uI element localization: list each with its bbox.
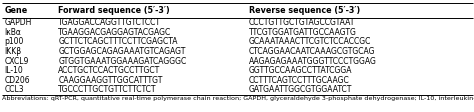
Text: Forward sequence (5′-3′): Forward sequence (5′-3′) — [58, 6, 170, 15]
Text: TTCGTGGATGATTGCCAAGTG: TTCGTGGATGATTGCCAAGTG — [249, 28, 357, 37]
Text: TGAAGGACGAGGAGTACGAGC: TGAAGGACGAGGAGTACGAGC — [58, 28, 172, 37]
Text: IκBα: IκBα — [4, 28, 21, 37]
Text: TGAGGACCAGGTTGTCTCCT: TGAGGACCAGGTTGTCTCCT — [58, 18, 161, 27]
Text: GGTTGCCAAGCCTTATCGGA: GGTTGCCAAGCCTTATCGGA — [249, 66, 353, 75]
Text: CAAGGAAGGTTGGCATTTGT: CAAGGAAGGTTGGCATTTGT — [58, 76, 163, 85]
Text: CXCL9: CXCL9 — [4, 57, 28, 66]
Text: CCL3: CCL3 — [4, 85, 24, 94]
Text: GTGGTGAAATGGAAAGATCAGGGC: GTGGTGAAATGGAAAGATCAGGGC — [58, 57, 187, 66]
Text: Abbreviations: qRT-PCR, quantitative real-time polymerase chain reaction; GAPDH,: Abbreviations: qRT-PCR, quantitative rea… — [2, 96, 474, 101]
Text: Gene: Gene — [4, 6, 27, 15]
Text: IKKβ: IKKβ — [4, 47, 21, 56]
Text: p100: p100 — [4, 37, 24, 46]
Text: GATGAATTGGCGTGGAATCT: GATGAATTGGCGTGGAATCT — [249, 85, 352, 94]
Text: CD206: CD206 — [4, 76, 30, 85]
Text: CTCAGGAACAATCAAAGCGTGCAG: CTCAGGAACAATCAAAGCGTGCAG — [249, 47, 375, 56]
Text: GCTGGAGCAGAGAAATGTCAGAGT: GCTGGAGCAGAGAAATGTCAGAGT — [58, 47, 186, 56]
Text: GCAAATAAACTTCGTCTCCACCGC: GCAAATAAACTTCGTCTCCACCGC — [249, 37, 372, 46]
Text: CCTTTCAGTCCTTTGCAAGC: CCTTTCAGTCCTTTGCAAGC — [249, 76, 350, 85]
Text: TGCCCTTGCTGTTCTTCTCT: TGCCCTTGCTGTTCTTCTCT — [58, 85, 157, 94]
Text: GAPDH: GAPDH — [4, 18, 32, 27]
Text: AAGAGAGAAATGGGTTCCCTGGAG: AAGAGAGAAATGGGTTCCCTGGAG — [249, 57, 377, 66]
Text: Reverse sequence (5′-3′): Reverse sequence (5′-3′) — [249, 6, 360, 15]
Text: GCTTCTCAGCTTTCCTTCGAGCTA: GCTTCTCAGCTTTCCTTCGAGCTA — [58, 37, 178, 46]
Text: CCCTGTTGCTGTAGCCGTAAT: CCCTGTTGCTGTAGCCGTAAT — [249, 18, 356, 27]
Text: IL-10: IL-10 — [4, 66, 23, 75]
Text: ACCTGCTCCACTGCCTTGCT: ACCTGCTCCACTGCCTTGCT — [58, 66, 161, 75]
